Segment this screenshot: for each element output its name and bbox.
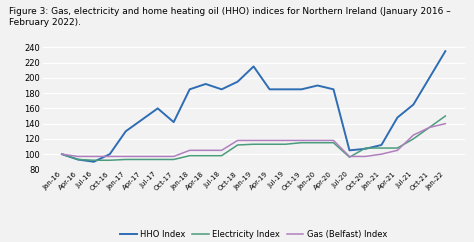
Gas (Belfast) Index	[346, 155, 352, 158]
HHO Index	[363, 147, 368, 150]
Electricity Index	[139, 158, 145, 161]
Electricity Index	[219, 154, 225, 157]
Electricity Index	[107, 159, 113, 162]
HHO Index	[427, 76, 432, 79]
Electricity Index	[363, 147, 368, 150]
HHO Index	[75, 158, 81, 161]
HHO Index	[235, 80, 240, 83]
HHO Index	[267, 88, 273, 91]
Gas (Belfast) Index	[410, 134, 416, 136]
Electricity Index	[267, 143, 273, 146]
Electricity Index	[75, 158, 81, 161]
Electricity Index	[299, 141, 304, 144]
Gas (Belfast) Index	[219, 149, 225, 152]
Gas (Belfast) Index	[171, 155, 176, 158]
HHO Index	[171, 121, 176, 124]
HHO Index	[123, 130, 128, 133]
Gas (Belfast) Index	[443, 122, 448, 125]
HHO Index	[283, 88, 288, 91]
Electricity Index	[59, 153, 64, 156]
Gas (Belfast) Index	[394, 149, 400, 152]
Gas (Belfast) Index	[331, 139, 337, 142]
Electricity Index	[427, 126, 432, 129]
HHO Index	[315, 84, 320, 87]
HHO Index	[139, 118, 145, 121]
Gas (Belfast) Index	[379, 153, 384, 156]
Gas (Belfast) Index	[75, 155, 81, 158]
Gas (Belfast) Index	[187, 149, 192, 152]
Legend: HHO Index, Electricity Index, Gas (Belfast) Index: HHO Index, Electricity Index, Gas (Belfa…	[117, 227, 391, 242]
Gas (Belfast) Index	[123, 155, 128, 158]
Electricity Index	[315, 141, 320, 144]
Line: Gas (Belfast) Index: Gas (Belfast) Index	[62, 124, 446, 156]
Gas (Belfast) Index	[363, 155, 368, 158]
Electricity Index	[379, 147, 384, 150]
HHO Index	[251, 65, 256, 68]
HHO Index	[59, 153, 64, 156]
Gas (Belfast) Index	[427, 126, 432, 129]
Electricity Index	[394, 147, 400, 150]
Gas (Belfast) Index	[203, 149, 209, 152]
Gas (Belfast) Index	[235, 139, 240, 142]
HHO Index	[379, 144, 384, 146]
Gas (Belfast) Index	[155, 155, 161, 158]
Electricity Index	[235, 144, 240, 146]
Electricity Index	[155, 158, 161, 161]
Electricity Index	[410, 137, 416, 140]
Gas (Belfast) Index	[299, 139, 304, 142]
Gas (Belfast) Index	[107, 155, 113, 158]
Electricity Index	[251, 143, 256, 146]
Electricity Index	[283, 143, 288, 146]
Line: HHO Index: HHO Index	[62, 51, 446, 162]
Gas (Belfast) Index	[59, 153, 64, 156]
Electricity Index	[91, 159, 97, 162]
Electricity Index	[187, 154, 192, 157]
Electricity Index	[123, 158, 128, 161]
HHO Index	[346, 149, 352, 152]
HHO Index	[187, 88, 192, 91]
Electricity Index	[171, 158, 176, 161]
Gas (Belfast) Index	[283, 139, 288, 142]
Electricity Index	[331, 141, 337, 144]
Text: Figure 3: Gas, electricity and home heating oil (HHO) indices for Northern Irela: Figure 3: Gas, electricity and home heat…	[9, 7, 451, 27]
HHO Index	[155, 107, 161, 110]
Electricity Index	[443, 114, 448, 117]
Gas (Belfast) Index	[251, 139, 256, 142]
Gas (Belfast) Index	[139, 155, 145, 158]
HHO Index	[219, 88, 225, 91]
HHO Index	[443, 50, 448, 53]
Line: Electricity Index: Electricity Index	[62, 116, 446, 160]
HHO Index	[410, 103, 416, 106]
HHO Index	[331, 88, 337, 91]
HHO Index	[203, 83, 209, 85]
HHO Index	[91, 160, 97, 163]
Electricity Index	[346, 156, 352, 159]
HHO Index	[394, 116, 400, 119]
Gas (Belfast) Index	[315, 139, 320, 142]
Gas (Belfast) Index	[267, 139, 273, 142]
Electricity Index	[203, 154, 209, 157]
Gas (Belfast) Index	[91, 155, 97, 158]
HHO Index	[299, 88, 304, 91]
HHO Index	[107, 153, 113, 156]
